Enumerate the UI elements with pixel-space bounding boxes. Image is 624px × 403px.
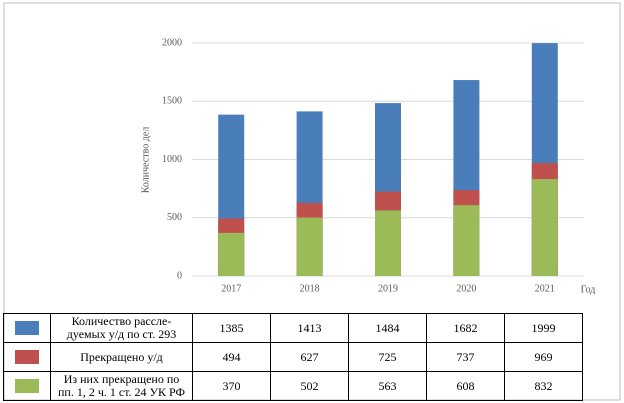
legend-swatch bbox=[15, 379, 39, 394]
legend-label: Прекращено у/д bbox=[50, 342, 193, 372]
table-value: 737 bbox=[426, 342, 505, 372]
table-value: 1682 bbox=[426, 313, 505, 343]
x-tick-label: 2019 bbox=[378, 283, 398, 294]
table-value: 494 bbox=[192, 342, 271, 372]
table-value: 832 bbox=[504, 371, 583, 401]
table-value: 563 bbox=[348, 371, 427, 401]
table-value: 627 bbox=[270, 342, 349, 372]
legend-cell bbox=[3, 371, 51, 401]
legend-swatch bbox=[15, 321, 39, 336]
table-value: 370 bbox=[192, 371, 271, 401]
table-row: Количество рассле- дуемых у/д по ст. 293… bbox=[3, 313, 583, 343]
table-row: Прекращено у/д 494 627 725 737 969 bbox=[3, 342, 583, 372]
legend-cell bbox=[3, 313, 51, 343]
y-tick-label: 500 bbox=[167, 212, 182, 223]
legend-swatch bbox=[15, 350, 39, 365]
legend-cell bbox=[3, 342, 51, 372]
x-tick-label: 2020 bbox=[456, 283, 476, 294]
x-axis-label: Год bbox=[581, 284, 596, 295]
table-value: 1999 bbox=[504, 313, 583, 343]
bar bbox=[531, 179, 558, 276]
bar bbox=[375, 210, 401, 276]
y-tick-label: 1500 bbox=[162, 96, 182, 107]
x-tick-label: 2018 bbox=[300, 283, 320, 294]
y-tick-label: 1000 bbox=[162, 154, 182, 165]
x-tick-label: 2021 bbox=[535, 283, 555, 294]
table-value: 1484 bbox=[348, 313, 427, 343]
table-value: 725 bbox=[348, 342, 427, 372]
legend-label: Из них прекращено по пп. 1, 2 ч. 1 ст. 2… bbox=[50, 371, 193, 401]
y-axis-label: Количество дел bbox=[140, 127, 151, 194]
y-tick-label: 2000 bbox=[162, 37, 182, 48]
bar bbox=[296, 217, 323, 276]
table-value: 608 bbox=[426, 371, 505, 401]
table-value: 1413 bbox=[270, 313, 349, 343]
y-tick-label: 0 bbox=[177, 270, 182, 281]
legend-label: Количество рассле- дуемых у/д по ст. 293 bbox=[50, 313, 193, 343]
x-tick-label: 2017 bbox=[221, 283, 241, 294]
table-row: Из них прекращено по пп. 1, 2 ч. 1 ст. 2… bbox=[3, 371, 583, 401]
data-table: Количество рассле- дуемых у/д по ст. 293… bbox=[3, 313, 583, 401]
table-value: 969 bbox=[504, 342, 583, 372]
table-value: 1385 bbox=[192, 313, 271, 343]
bar bbox=[453, 205, 480, 276]
bar bbox=[218, 232, 245, 276]
table-value: 502 bbox=[270, 371, 349, 401]
